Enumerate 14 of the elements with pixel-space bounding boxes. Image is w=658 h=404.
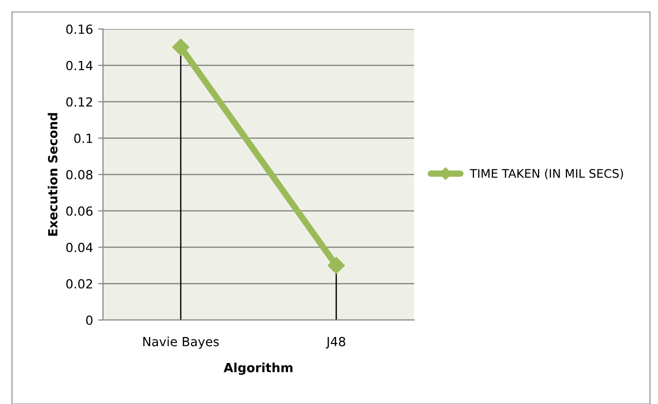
legend-label: TIME TAKEN (IN MIL SECS) [470, 168, 623, 180]
y-tick-label: 0.1 [74, 134, 92, 144]
y-tick-label: 0 [86, 315, 92, 325]
x-tick-label: J48 [326, 336, 346, 349]
y-tick-label: 0.04 [66, 242, 93, 252]
y-tick-label: 0.02 [66, 279, 92, 289]
y-tick-label: 0.12 [66, 97, 92, 107]
y-tick-label: 0.08 [66, 170, 92, 180]
y-axis-title: Execution Second [48, 113, 58, 236]
y-tick-label: 0.16 [66, 24, 92, 34]
y-tick-label: 0.14 [66, 60, 93, 70]
x-axis-title: Algorithm [224, 362, 292, 375]
x-tick-label: Navie Bayes [143, 336, 219, 349]
y-tick-label: 0.06 [66, 206, 92, 216]
